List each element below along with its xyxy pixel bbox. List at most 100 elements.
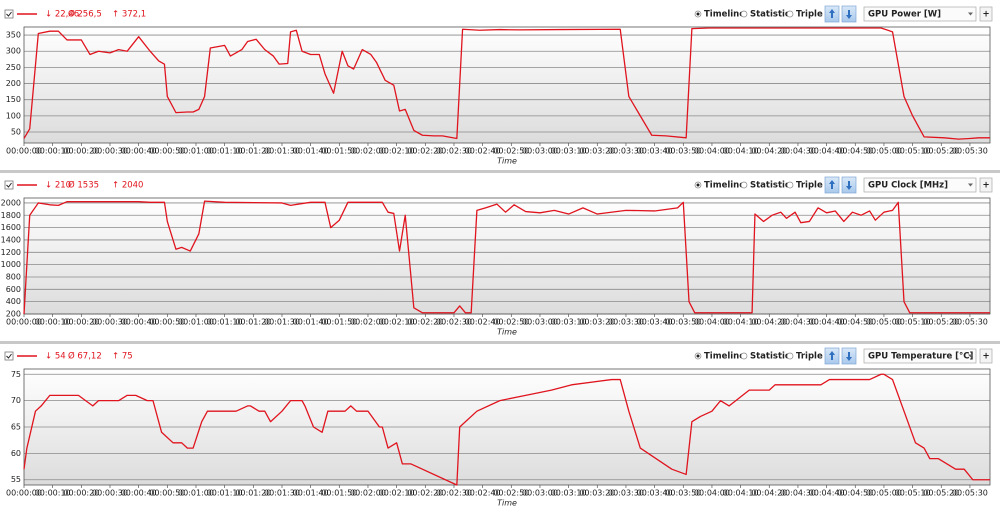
- x-tick-label: 00:00:30: [92, 318, 128, 327]
- x-tick-label: 00:05:20: [923, 318, 959, 327]
- x-tick-label: 00:05:10: [895, 318, 931, 327]
- x-tick-label: 00:03:10: [551, 489, 587, 498]
- checkbox[interactable]: [4, 9, 14, 19]
- stat-avg: Ø 256,5: [68, 9, 102, 20]
- panel-separator: [0, 170, 1000, 173]
- stat-avg: Ø 67,12: [68, 351, 102, 362]
- mode-label[interactable]: Triple: [796, 10, 823, 20]
- x-tick-label: 00:00:00: [6, 489, 42, 498]
- radio-button[interactable]: [740, 10, 748, 18]
- x-tick-label: 00:02:40: [465, 318, 501, 327]
- x-tick-label: 00:04:00: [694, 147, 730, 156]
- x-tick-label: 00:01:50: [321, 147, 357, 156]
- x-tick-label: 00:03:10: [551, 147, 587, 156]
- x-tick-label: 00:00:10: [35, 318, 71, 327]
- x-tick-label: 00:03:20: [579, 318, 615, 327]
- x-tick-label: 00:02:10: [379, 489, 415, 498]
- dropdown-caret: [968, 183, 973, 187]
- x-tick-label: 00:00:20: [63, 489, 99, 498]
- data-line: [23, 200, 990, 315]
- x-tick-label: 00:02:20: [407, 318, 443, 327]
- mode-label[interactable]: Triple: [796, 352, 823, 362]
- sensor-name: GPU Temperature [°C]: [868, 352, 974, 362]
- mode-label[interactable]: Statistic: [750, 10, 790, 20]
- radio-button[interactable]: [786, 352, 794, 360]
- x-tick-label: 00:04:40: [809, 318, 845, 327]
- dropdown-caret: [968, 354, 973, 358]
- x-tick-label: 00:02:20: [407, 489, 443, 498]
- y-tick-label: 300: [6, 47, 21, 56]
- x-tick-label: 00:01:30: [264, 318, 300, 327]
- sensor-name: GPU Power [W]: [868, 10, 941, 20]
- plot-border: [23, 197, 991, 315]
- mode-label[interactable]: Timeline: [704, 181, 745, 191]
- add-button-label: +: [982, 181, 989, 191]
- x-tick-label: 00:00:40: [121, 318, 157, 327]
- mode-label[interactable]: Timeline: [704, 352, 745, 362]
- x-tick-label: 00:02:10: [379, 147, 415, 156]
- x-tick-label: 00:02:40: [465, 489, 501, 498]
- x-tick-label: 00:04:30: [780, 489, 816, 498]
- x-tick-label: 00:02:50: [493, 489, 529, 498]
- x-tick-label: 00:04:00: [694, 489, 730, 498]
- radio-button[interactable]: [786, 10, 794, 18]
- checkbox-check: [6, 11, 12, 17]
- y-tick-label: 200: [6, 310, 21, 319]
- radio-dot: [696, 183, 700, 187]
- x-tick-label: 00:01:30: [264, 147, 300, 156]
- radio-button[interactable]: [786, 181, 794, 189]
- add-button[interactable]: [979, 6, 993, 22]
- x-tick-label: 00:05:20: [923, 147, 959, 156]
- x-tick-label: 00:04:50: [837, 147, 873, 156]
- x-tick-label: 00:04:40: [809, 147, 845, 156]
- x-tick-label: 00:05:30: [952, 318, 988, 327]
- x-tick-label: 00:05:00: [866, 489, 902, 498]
- y-tick-label: 75: [11, 370, 21, 379]
- checkbox[interactable]: [4, 180, 14, 190]
- mode-label[interactable]: Statistic: [750, 181, 790, 191]
- x-tick-label: 00:01:10: [207, 147, 243, 156]
- y-tick-label: 1800: [1, 211, 21, 220]
- sensor-dropdown[interactable]: [863, 6, 977, 22]
- x-axis-label: Time: [497, 499, 517, 508]
- checkbox-check: [6, 353, 12, 359]
- x-tick-label: 00:03:30: [608, 318, 644, 327]
- mode-label[interactable]: Triple: [796, 181, 823, 191]
- mode-label[interactable]: Timeline: [704, 10, 745, 20]
- y-tick-label: 250: [6, 63, 21, 72]
- arrow-icon: [846, 10, 852, 19]
- mode-label[interactable]: Statistic: [750, 352, 790, 362]
- x-tick-label: 00:01:10: [207, 318, 243, 327]
- sensor-dropdown[interactable]: [863, 348, 977, 364]
- x-tick-label: 00:02:10: [379, 318, 415, 327]
- arrow-icon: [846, 181, 852, 190]
- plot-border: [23, 26, 991, 144]
- radio-dot: [696, 12, 700, 16]
- y-tick-label: 65: [11, 423, 21, 432]
- radio-button[interactable]: [740, 352, 748, 360]
- add-button[interactable]: [979, 348, 993, 364]
- checkbox-check: [6, 182, 12, 188]
- checkbox[interactable]: [4, 351, 14, 361]
- x-tick-label: 00:02:30: [436, 147, 472, 156]
- x-tick-label: 00:04:20: [751, 147, 787, 156]
- add-button[interactable]: [979, 177, 993, 193]
- x-tick-label: 00:00:20: [63, 147, 99, 156]
- sensor-dropdown[interactable]: [863, 177, 977, 193]
- x-tick-label: 00:02:30: [436, 489, 472, 498]
- arrow-icon: [829, 180, 835, 189]
- x-axis-label: Time: [497, 157, 517, 166]
- x-tick-label: 00:02:50: [493, 147, 529, 156]
- x-tick-label: 00:01:30: [264, 489, 300, 498]
- x-tick-label: 00:03:20: [579, 489, 615, 498]
- x-tick-label: 00:05:30: [952, 147, 988, 156]
- radio-button[interactable]: [740, 181, 748, 189]
- x-tick-label: 00:03:40: [637, 489, 673, 498]
- arrow-icon: [829, 351, 835, 360]
- x-tick-label: 00:05:10: [895, 489, 931, 498]
- x-tick-label: 00:00:50: [149, 489, 185, 498]
- data-line: [23, 373, 990, 486]
- x-tick-label: 00:01:20: [235, 489, 271, 498]
- y-tick-label: 350: [6, 31, 21, 40]
